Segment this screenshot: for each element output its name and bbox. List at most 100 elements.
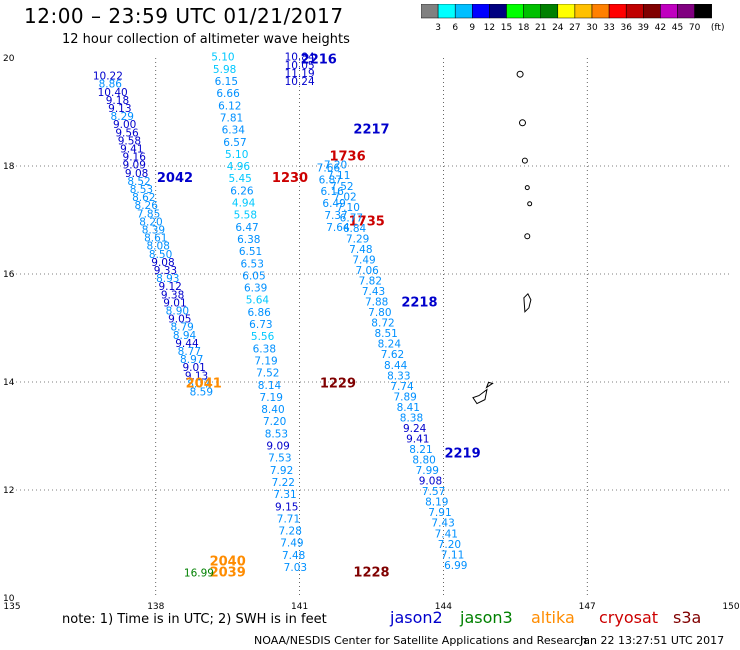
wave-height-value: 6.77 bbox=[340, 212, 363, 224]
wave-height-value: 9.08 bbox=[419, 476, 442, 488]
wave-height-value: 7.10 bbox=[337, 202, 360, 214]
pass-time-label: 1228 bbox=[353, 565, 389, 580]
wave-height-value: 6.49 bbox=[322, 198, 345, 210]
pass-time-label: 1736 bbox=[329, 150, 365, 165]
wave-height-value: 9.58 bbox=[118, 135, 141, 147]
wave-height-value: 16.99 bbox=[184, 567, 214, 579]
chart-subtitle: 12 hour collection of altimeter wave hei… bbox=[62, 32, 350, 47]
wave-height-value: 7.29 bbox=[346, 233, 369, 245]
wave-height-value: 6.16 bbox=[320, 186, 344, 198]
wave-height-value: 8.97 bbox=[180, 354, 203, 366]
wave-height-value: 7.99 bbox=[416, 465, 439, 477]
wave-height-value: 6.12 bbox=[218, 100, 241, 112]
wave-height-value: 8.62 bbox=[132, 192, 155, 204]
wave-height-value: 6.84 bbox=[343, 223, 367, 235]
wave-height-value: 6.66 bbox=[216, 88, 240, 100]
wave-height-value: 7.52 bbox=[330, 181, 353, 193]
wave-height-value: 7.19 bbox=[260, 392, 283, 404]
pass-time-label: 2219 bbox=[444, 447, 480, 462]
legend-label: 27 bbox=[569, 23, 580, 33]
pass-time-label: 2218 bbox=[401, 295, 437, 310]
wave-height-value: 7.31 bbox=[273, 489, 296, 501]
legend-label: 9 bbox=[469, 23, 475, 33]
wave-height-value: 10.84 bbox=[285, 52, 315, 64]
wave-height-value: 8.86 bbox=[99, 79, 123, 91]
wave-height-value: 8.20 bbox=[139, 216, 162, 228]
wave-height-value: 8.77 bbox=[178, 346, 201, 358]
wave-height-value: 7.41 bbox=[435, 528, 458, 540]
wave-height-value: 7.62 bbox=[381, 349, 404, 361]
wave-height-value: 7.20 bbox=[263, 416, 286, 428]
wave-height-value: 7.49 bbox=[280, 538, 303, 550]
legend-jason3: jason3 bbox=[460, 608, 513, 627]
wave-height-value: 7.80 bbox=[368, 307, 391, 319]
wave-height-value: 9.15 bbox=[275, 501, 298, 513]
wave-height-value: 9.13 bbox=[185, 370, 208, 382]
wave-height-value: 8.80 bbox=[412, 455, 435, 467]
footer-note: note: 1) Time is in UTC; 2) SWH is in fe… bbox=[62, 612, 327, 627]
legend-label: 36 bbox=[620, 23, 632, 33]
wave-height-value: 11.19 bbox=[285, 68, 315, 80]
wave-height-value: 6.73 bbox=[249, 319, 272, 331]
wave-height-value: 6.99 bbox=[444, 560, 467, 572]
pass-time-label: 2039 bbox=[210, 565, 246, 580]
wave-height-value: 8.53 bbox=[265, 428, 288, 440]
x-tick-label: 141 bbox=[291, 602, 308, 612]
wave-height-value: 9.12 bbox=[158, 281, 181, 293]
wave-height-value: 9.08 bbox=[151, 257, 174, 269]
wave-height-value: 6.86 bbox=[247, 307, 271, 319]
wave-height-value: 8.39 bbox=[142, 225, 165, 237]
wave-height-value: 8.26 bbox=[135, 200, 159, 212]
wave-height-value: 7.06 bbox=[355, 265, 379, 277]
wave-height-value: 9.05 bbox=[168, 314, 191, 326]
wave-height-value: 7.52 bbox=[256, 368, 279, 380]
island-outline bbox=[516, 70, 524, 78]
wave-height-value: 8.59 bbox=[190, 387, 213, 399]
wave-height-value: 6.26 bbox=[230, 185, 254, 197]
wave-height-value: 8.40 bbox=[261, 404, 284, 416]
wave-height-value: 6.15 bbox=[215, 76, 238, 88]
wave-height-value: 5.10 bbox=[211, 52, 234, 64]
wave-height-value: 10.05 bbox=[285, 60, 315, 72]
legend-cryosat: cryosat bbox=[599, 608, 659, 627]
legend-swatch bbox=[694, 4, 712, 19]
island-outline bbox=[521, 157, 528, 164]
y-tick-label: 12 bbox=[3, 486, 14, 496]
wave-height-value: 8.94 bbox=[173, 330, 197, 342]
wave-height-value: 9.18 bbox=[106, 95, 129, 107]
pass-time-label: 1230 bbox=[272, 171, 308, 186]
wave-height-value: 4.96 bbox=[227, 161, 251, 173]
wave-height-value: 6.38 bbox=[253, 343, 276, 355]
wave-height-value: 6.87 bbox=[319, 174, 342, 186]
wave-height-value: 9.00 bbox=[113, 119, 136, 131]
legend-label: 39 bbox=[638, 23, 650, 33]
wave-height-value: 7.43 bbox=[431, 518, 454, 530]
wave-height-value: 7.11 bbox=[327, 170, 350, 182]
wave-height-value: 5.64 bbox=[246, 295, 270, 307]
wave-height-value: 7.22 bbox=[272, 477, 295, 489]
wave-height-value: 5.56 bbox=[251, 331, 275, 343]
wave-height-value: 6.39 bbox=[244, 283, 267, 295]
y-tick-label: 16 bbox=[3, 270, 15, 280]
x-tick-label: 150 bbox=[722, 602, 739, 612]
wave-height-value: 8.77 bbox=[187, 378, 210, 390]
pass-time-label: 2042 bbox=[157, 171, 193, 186]
wave-height-value: 7.48 bbox=[282, 550, 305, 562]
legend-label: 15 bbox=[501, 23, 512, 33]
legend-label: 6 bbox=[452, 23, 458, 33]
pass-time-label: 2217 bbox=[353, 123, 389, 138]
wave-height-value: 7.43 bbox=[362, 286, 385, 298]
wave-height-value: 7.19 bbox=[254, 355, 277, 367]
wave-height-value: 7.82 bbox=[359, 276, 382, 288]
legend-label: 45 bbox=[672, 23, 683, 33]
wave-height-value: 7.89 bbox=[393, 391, 416, 403]
pass-time-label: 1735 bbox=[349, 214, 385, 229]
wave-height-value: 8.19 bbox=[425, 497, 448, 509]
legend-label: 3 bbox=[435, 23, 441, 33]
wave-height-value: 8.53 bbox=[130, 184, 153, 196]
credit-line: NOAA/NESDIS Center for Satellite Applica… bbox=[254, 634, 588, 647]
wave-height-value: 7.66 bbox=[317, 162, 341, 174]
legend-label: 21 bbox=[535, 23, 546, 33]
wave-height-value: 7.74 bbox=[390, 381, 414, 393]
